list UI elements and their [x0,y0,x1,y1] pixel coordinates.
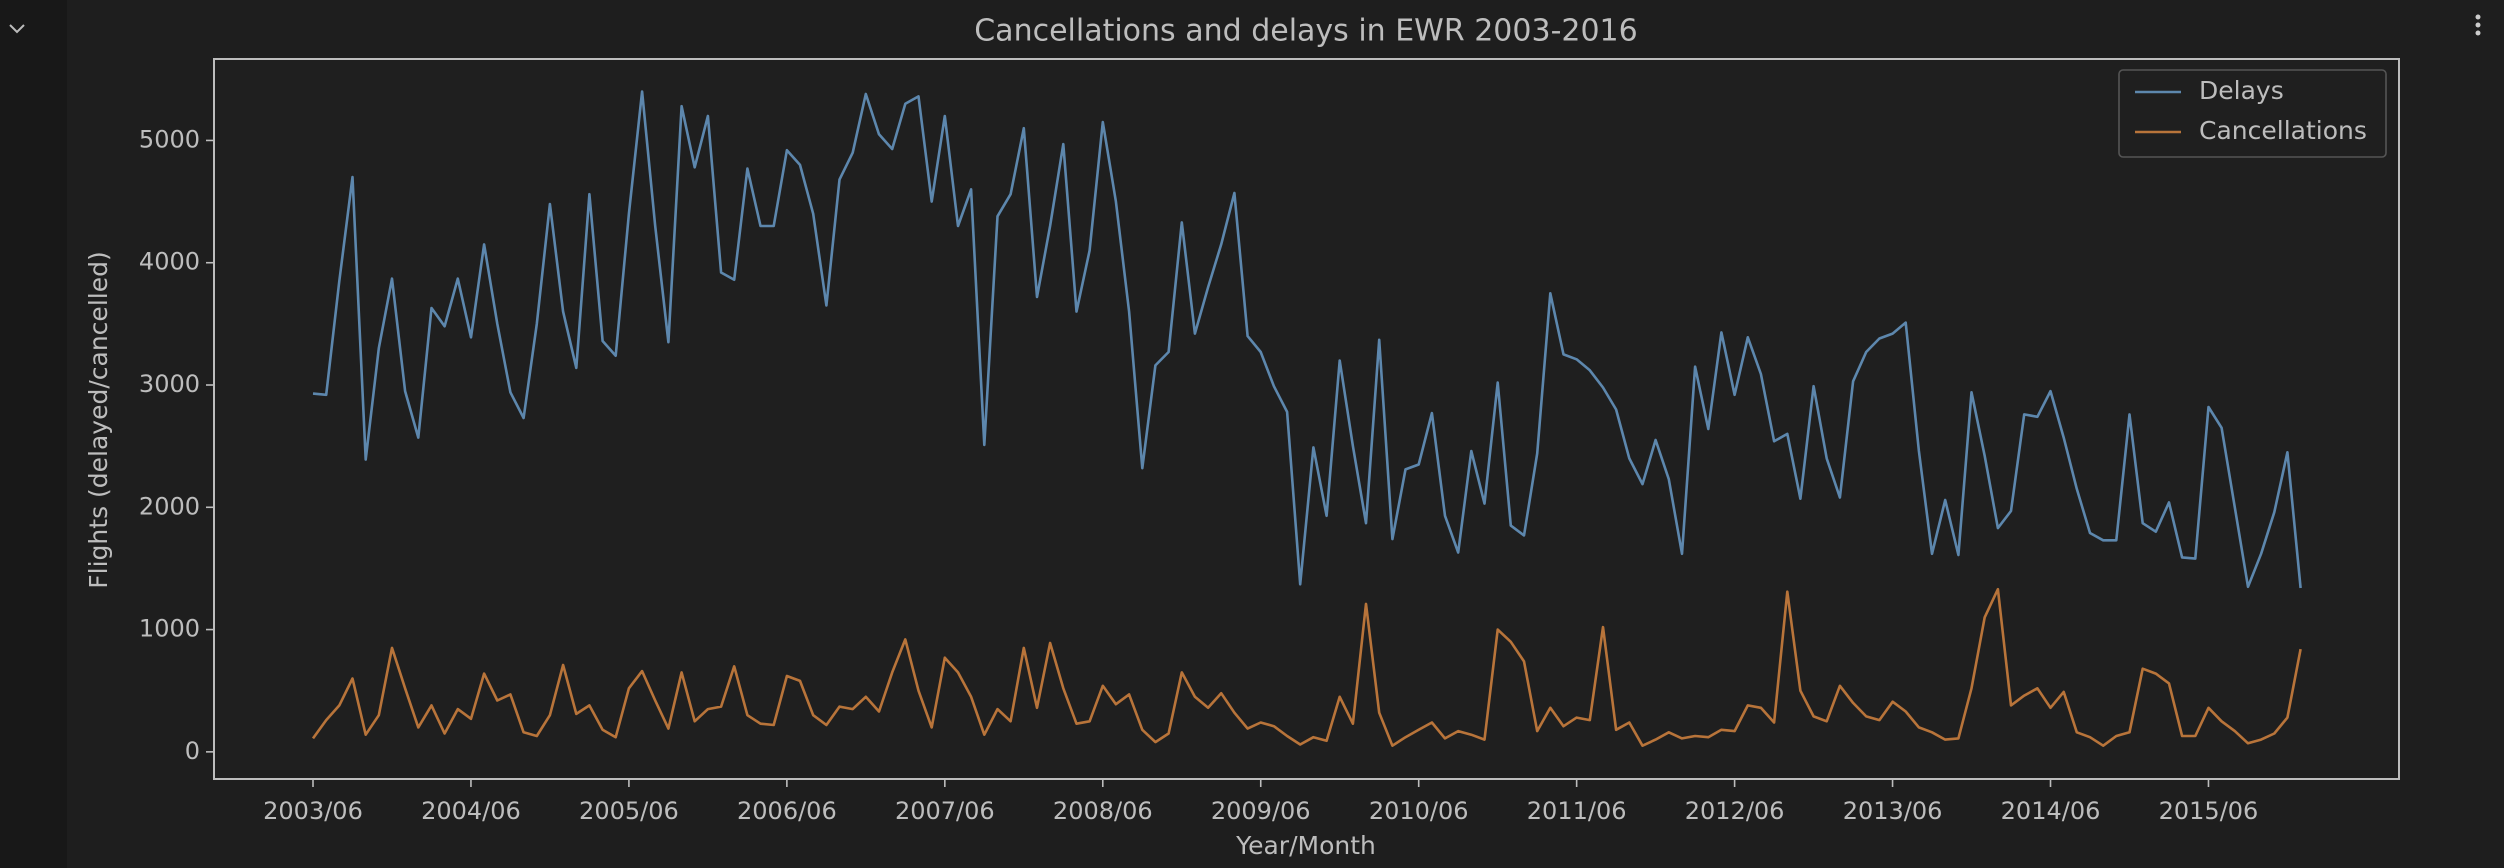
legend-label: Delays [2199,76,2284,105]
chart-title: Cancellations and delays in EWR 2003-201… [974,14,1638,49]
y-tick-label: 4000 [139,248,200,276]
menu-dot [2475,14,2481,20]
x-tick-label: 2010/06 [1369,797,1469,825]
y-tick-label: 1000 [139,615,200,643]
x-tick-label: 2012/06 [1685,797,1785,825]
x-tick-label: 2011/06 [1527,797,1627,825]
menu-dot [2475,30,2481,36]
x-tick-label: 2014/06 [2001,797,2101,825]
legend-box [2118,69,2387,158]
x-tick-label: 2015/06 [2159,797,2259,825]
more-menu[interactable] [2475,14,2481,36]
x-tick-label: 2004/06 [421,797,521,825]
x-tick-label: 2008/06 [1053,797,1153,825]
x-tick-label: 2007/06 [895,797,995,825]
y-tick-label: 5000 [139,125,200,153]
x-axis-label: Year/Month [1235,831,1376,860]
x-tick-label: 2013/06 [1843,797,1943,825]
line-series [312,90,2302,589]
legend-label: Cancellations [2199,116,2367,145]
y-tick-label: 0 [185,737,200,765]
plot-frame [213,58,2400,780]
line-series [311,587,2302,747]
y-tick-label: 2000 [139,492,200,520]
gutter [0,0,67,868]
x-tick-label: 2006/06 [737,797,837,825]
y-axis-label: Flights (delayed/cancelled) [84,251,113,588]
x-tick-label: 2005/06 [579,797,679,825]
x-tick-label: 2009/06 [1211,797,1311,825]
y-tick-label: 3000 [139,370,200,398]
menu-dot [2475,22,2481,28]
x-tick-label: 2003/06 [263,797,363,825]
legend: Delays Cancellations [2118,69,2387,158]
collapse-toggle[interactable] [9,24,25,34]
